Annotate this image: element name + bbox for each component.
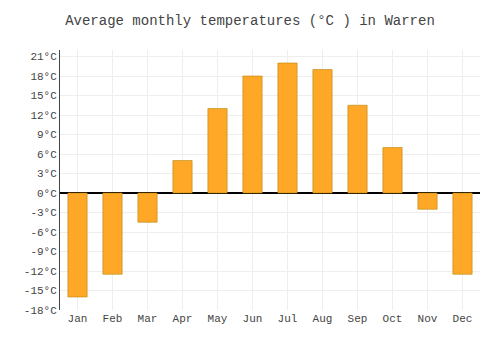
svg-text:6°C: 6°C [37,149,57,161]
svg-text:-6°C: -6°C [30,227,57,239]
svg-text:12°C: 12°C [30,110,57,122]
svg-text:0°C: 0°C [37,188,57,200]
svg-text:-9°C: -9°C [30,246,57,258]
svg-text:May: May [208,313,228,325]
svg-text:-18°C: -18°C [24,305,57,317]
svg-text:21°C: 21°C [30,51,57,63]
svg-text:-3°C: -3°C [30,207,57,219]
svg-text:-15°C: -15°C [24,285,57,297]
svg-text:-12°C: -12°C [24,266,57,278]
svg-text:Feb: Feb [103,313,123,325]
svg-text:Sep: Sep [348,313,368,325]
svg-text:Dec: Dec [453,313,473,325]
svg-text:15°C: 15°C [30,90,57,102]
svg-text:Jul: Jul [278,313,298,325]
svg-text:Oct: Oct [383,313,403,325]
svg-text:Jan: Jan [68,313,88,325]
svg-text:Nov: Nov [418,313,438,325]
svg-text:Mar: Mar [138,313,158,325]
svg-text:3°C: 3°C [37,168,57,180]
svg-text:Jun: Jun [243,313,263,325]
svg-text:Aug: Aug [313,313,333,325]
svg-text:Average monthly temperatures (: Average monthly temperatures (°C ) in Wa… [65,13,435,29]
svg-text:18°C: 18°C [30,71,57,83]
svg-text:9°C: 9°C [37,129,57,141]
svg-text:Apr: Apr [173,313,193,325]
